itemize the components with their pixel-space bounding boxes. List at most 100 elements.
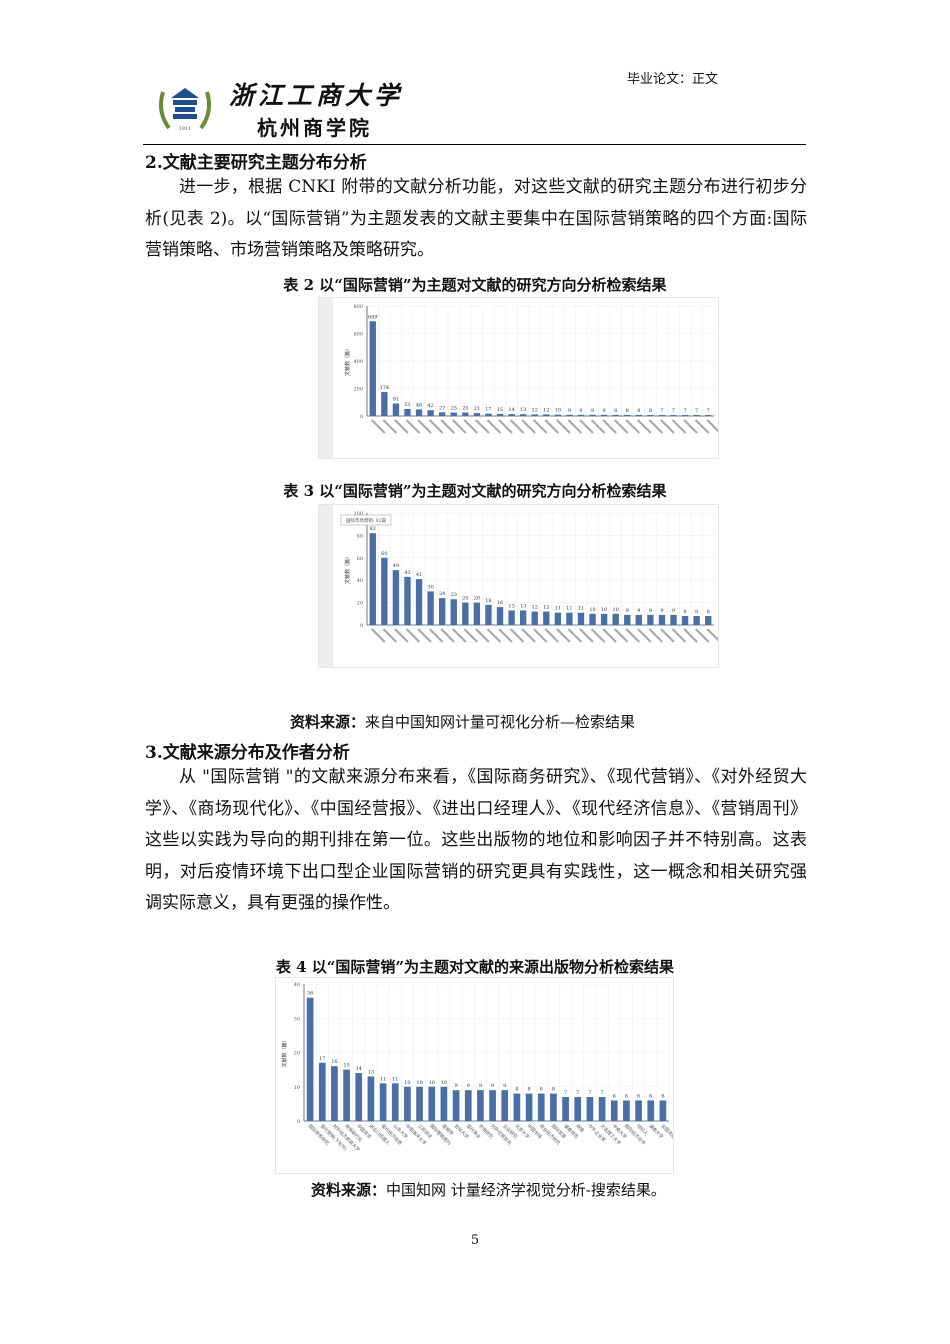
x-tick-label-blurred xyxy=(463,419,479,434)
bar xyxy=(439,598,446,625)
bar xyxy=(501,1090,509,1121)
data-label: 8 xyxy=(626,408,629,414)
source-text: 中国知网 计量经济学视觉分析-搜索结果。 xyxy=(386,1181,666,1199)
x-tick-label-blurred xyxy=(486,628,502,643)
page-number: 5 xyxy=(470,1233,480,1248)
data-label: 10 xyxy=(404,1080,410,1086)
bar xyxy=(623,1100,630,1121)
bar xyxy=(525,1093,533,1121)
bar xyxy=(392,403,400,416)
bar xyxy=(392,570,400,625)
data-label: 49 xyxy=(393,563,399,569)
data-label: 7 xyxy=(672,408,675,414)
data-label: 9 xyxy=(491,1083,494,1089)
y-tick-label: 0 xyxy=(360,414,363,420)
x-tick-label-blurred xyxy=(625,419,641,434)
university-emblem-icon: 1911 xyxy=(159,87,211,132)
x-tick-label-blurred xyxy=(382,628,398,643)
chart-sidebar xyxy=(319,505,333,667)
x-tick-label-blurred xyxy=(706,628,718,642)
bar xyxy=(543,611,550,625)
data-label: 8 xyxy=(540,1087,543,1093)
data-label: 41 xyxy=(416,572,422,578)
bar xyxy=(485,413,492,416)
data-label: 7 xyxy=(683,408,686,414)
bar xyxy=(427,591,434,625)
data-label: 13 xyxy=(508,603,514,609)
x-tick-label-blurred xyxy=(694,628,710,643)
bar xyxy=(513,1093,521,1121)
data-label: 18 xyxy=(485,598,491,604)
data-label: 25 xyxy=(451,406,457,412)
bar xyxy=(473,602,481,625)
data-label: 9 xyxy=(503,1083,506,1089)
data-label: 17 xyxy=(319,1056,325,1062)
data-label: 14 xyxy=(508,407,514,413)
bar xyxy=(589,414,596,416)
x-tick-label-blurred xyxy=(579,628,594,643)
data-label: 10 xyxy=(429,1080,435,1086)
x-tick-label-blurred xyxy=(660,419,675,434)
bar xyxy=(367,1076,375,1121)
bar xyxy=(577,414,585,416)
x-tick-label-blurred xyxy=(475,419,490,434)
data-label: 6 xyxy=(661,1093,664,1099)
source-text: 来自中国知网计量可视化分析—检索结果 xyxy=(365,713,636,731)
bar xyxy=(306,997,314,1121)
data-label: 10 xyxy=(601,607,607,613)
bar xyxy=(381,557,388,625)
bar xyxy=(508,610,515,625)
bar xyxy=(369,321,376,416)
data-label: 689 xyxy=(368,314,378,320)
bar xyxy=(416,1086,423,1121)
data-label: 12 xyxy=(543,605,549,611)
bar xyxy=(554,612,562,625)
bar xyxy=(705,616,712,625)
bar xyxy=(489,1090,496,1121)
y-tick-label: 20 xyxy=(294,1051,300,1057)
bar xyxy=(577,612,585,625)
data-label: 9 xyxy=(591,408,594,414)
data-label: 9 xyxy=(637,608,640,614)
section-heading: 3.文献来源分布及作者分析 xyxy=(145,743,350,763)
x-tick-label-blurred xyxy=(544,628,560,643)
svg-text:国际市场营销: 82篇: 国际市场营销: 82篇 xyxy=(346,517,387,524)
bar xyxy=(519,414,527,416)
svg-text:1911: 1911 xyxy=(179,126,192,132)
bar xyxy=(550,1093,557,1121)
bar xyxy=(693,616,700,625)
x-tick-label-blurred xyxy=(544,419,560,434)
bar xyxy=(647,414,654,416)
data-label: 16 xyxy=(331,1059,337,1065)
bar xyxy=(427,410,434,416)
bar xyxy=(670,415,677,416)
chart-table2: 0 200 400 600 800 文献数（篇） 689 174 91 51 48 42 27 25 25 2… xyxy=(318,297,719,459)
x-tick-label-blurred xyxy=(382,419,398,434)
data-label: 42 xyxy=(427,403,433,409)
bar xyxy=(496,413,504,416)
data-label: 13 xyxy=(520,603,526,609)
data-label: 10 xyxy=(589,607,595,613)
data-label: 8 xyxy=(552,1087,555,1093)
x-tick-label-blurred xyxy=(648,419,664,434)
bar xyxy=(379,1083,387,1121)
university-logo: 1911 浙江工商大学 杭州商学院 xyxy=(155,76,403,141)
bar xyxy=(670,614,677,625)
bar xyxy=(477,1090,484,1121)
bar xyxy=(318,1062,326,1121)
logo-text-line1: 浙江工商大学 xyxy=(229,81,404,110)
bar xyxy=(647,1100,655,1121)
data-label: 13 xyxy=(520,407,526,413)
bar xyxy=(343,1069,350,1121)
bar xyxy=(612,613,619,625)
x-tick-label-blurred xyxy=(671,419,687,434)
bar xyxy=(391,1083,399,1121)
x-tick-label-blurred xyxy=(521,419,536,434)
bar xyxy=(428,1086,436,1121)
x-tick-label-blurred xyxy=(602,628,617,643)
bar xyxy=(600,414,608,416)
x-tick-label-blurred xyxy=(625,628,641,643)
bar xyxy=(586,1097,594,1121)
bar xyxy=(566,414,573,416)
